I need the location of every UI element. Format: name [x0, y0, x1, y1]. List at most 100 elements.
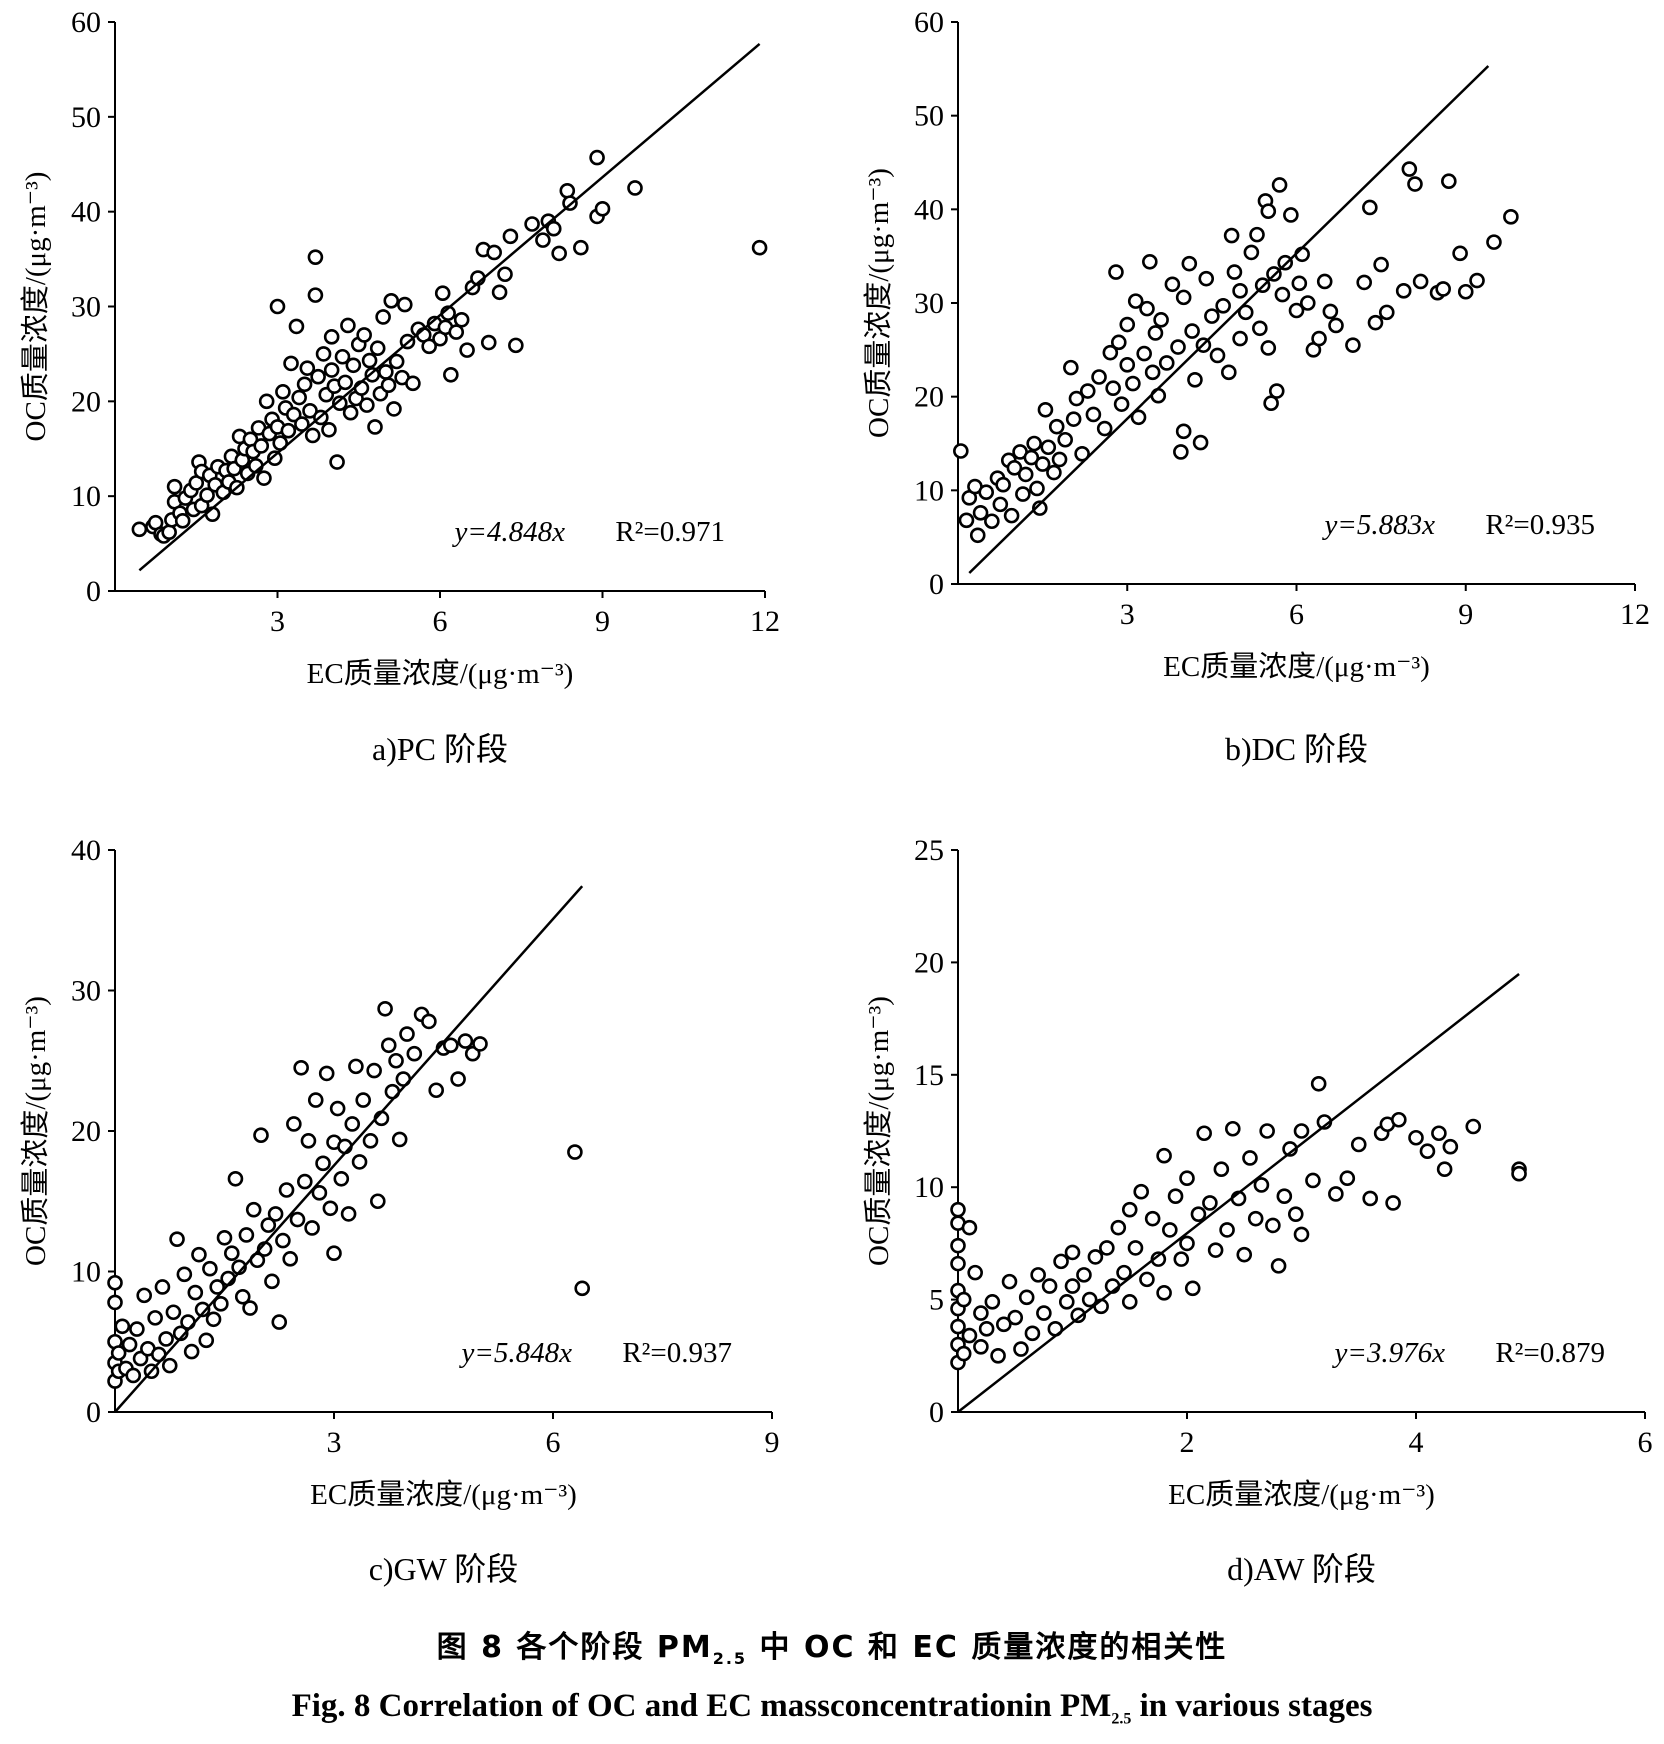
regression-equation: y=4.848x	[451, 516, 565, 548]
y-tick-label: 0	[929, 1396, 944, 1429]
y-tick-label: 5	[929, 1284, 944, 1317]
data-point	[1051, 451, 1068, 468]
y-tick-label: 10	[914, 474, 944, 507]
data-point	[307, 287, 324, 303]
data-point	[213, 1296, 229, 1312]
data-point	[1192, 434, 1209, 451]
data-point	[1068, 390, 1085, 407]
data-point	[1006, 460, 1023, 476]
data-point	[1236, 1246, 1253, 1263]
x-tick-label: 3	[270, 605, 285, 638]
data-point	[353, 380, 370, 396]
data-point	[396, 296, 413, 313]
data-point	[377, 1000, 393, 1017]
data-point	[1457, 283, 1474, 300]
data-point	[1099, 1240, 1115, 1256]
data-point	[1260, 203, 1277, 220]
data-point	[321, 421, 337, 438]
data-point	[187, 1284, 204, 1301]
data-point	[950, 1255, 966, 1272]
data-point	[1087, 1249, 1104, 1265]
chart-panel-d: 0 5 10 15 20 25 2 4 6 EC质量浓度/(μg·m⁻³) OC质量浓度/(μg·m…	[840, 828, 1660, 1608]
data-point	[1081, 1291, 1098, 1308]
y-tick-label: 30	[71, 975, 101, 1008]
data-point	[1316, 273, 1333, 290]
data-point	[1263, 395, 1279, 412]
data-point	[1147, 325, 1164, 341]
data-point	[535, 232, 551, 248]
data-point	[269, 298, 286, 315]
x-axis-title: EC质量浓度/(μg·m⁻³)	[310, 1478, 577, 1511]
data-point	[340, 1206, 357, 1222]
x-tick-label: 6	[1289, 598, 1304, 631]
data-point	[310, 368, 326, 385]
y-axis-title: OC质量浓度/(μg·m⁻³)	[862, 168, 895, 438]
data-point	[950, 1201, 966, 1218]
data-point	[286, 1116, 302, 1132]
data-point	[405, 375, 421, 392]
data-point	[1170, 339, 1186, 355]
data-point	[1139, 1271, 1155, 1288]
data-point	[594, 201, 611, 217]
data-point	[1167, 1188, 1184, 1204]
data-point	[334, 348, 351, 365]
data-point	[1096, 420, 1113, 437]
data-point	[329, 1100, 346, 1117]
panel-caption: c)GW 阶段	[369, 1551, 519, 1587]
x-tick-label: 6	[433, 605, 448, 638]
data-point	[992, 496, 1009, 513]
data-point	[1213, 1161, 1230, 1178]
data-point	[1136, 345, 1152, 362]
data-point	[961, 1327, 978, 1344]
data-point	[1190, 1206, 1207, 1222]
data-point	[129, 1321, 145, 1337]
data-point	[380, 1037, 397, 1054]
data-point	[375, 309, 391, 325]
data-point	[1207, 1242, 1224, 1258]
data-point	[1142, 253, 1158, 270]
data-point	[1287, 1206, 1304, 1222]
data-point	[1431, 1125, 1447, 1142]
data-point	[551, 245, 567, 262]
data-point	[573, 239, 589, 256]
data-point	[165, 1304, 182, 1321]
x-axis-title: EC质量浓度/(μg·m⁻³)	[1168, 1478, 1435, 1511]
data-point	[1209, 347, 1226, 364]
data-point	[264, 1273, 280, 1290]
y-tick-label: 15	[914, 1059, 944, 1092]
data-point	[344, 1116, 361, 1132]
data-point	[1270, 1258, 1287, 1274]
data-point	[174, 513, 191, 529]
data-point	[1119, 357, 1136, 373]
data-point	[367, 419, 383, 435]
data-point	[299, 360, 316, 376]
data-point	[1339, 1170, 1356, 1187]
data-point	[1436, 1161, 1453, 1178]
data-point	[199, 487, 215, 504]
data-point	[969, 527, 986, 544]
data-point	[1036, 1305, 1052, 1321]
data-point	[271, 1314, 288, 1330]
data-point	[359, 397, 375, 413]
caption-en-post: in various stages	[1131, 1688, 1373, 1724]
data-point	[369, 1193, 386, 1210]
data-point	[1065, 411, 1082, 427]
data-point	[283, 355, 299, 372]
data-point	[1294, 246, 1310, 263]
r-squared-label: R²=0.971	[615, 516, 725, 548]
caption-en-pre: Fig. 8 Correlation of OC and EC massconc…	[291, 1688, 1112, 1724]
data-point	[1029, 480, 1045, 497]
data-point	[428, 1082, 445, 1099]
data-point	[1121, 1294, 1138, 1310]
data-point	[1202, 1195, 1218, 1211]
data-point	[1040, 439, 1057, 456]
data-point	[388, 353, 405, 370]
data-point	[1373, 256, 1389, 273]
chart-panel-c: 0 10 20 30 40 3 6 9 EC质量浓度/(μg·m⁻³) OC质量浓度/(μg·m⁻…	[0, 828, 820, 1608]
data-point	[1385, 1195, 1401, 1211]
x-tick-label: 3	[1120, 598, 1135, 631]
data-point	[1328, 1186, 1344, 1202]
data-point	[383, 293, 400, 309]
data-point	[978, 484, 995, 501]
data-point	[1144, 364, 1161, 381]
